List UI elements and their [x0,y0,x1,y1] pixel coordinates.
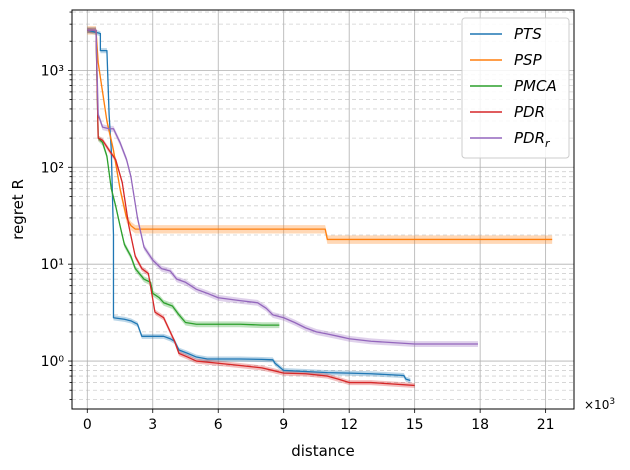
series-line-pts [87,29,411,382]
legend-items: PTS PSP PMCA PDR PDRr [470,25,557,150]
x-offset-exponent: 3 [609,397,615,407]
tick-layer: 10⁰ 10¹ 10² 10³ 0 3 6 9 12 15 18 21 [41,11,555,433]
x-axis-offset-label: ×103 [584,397,615,412]
legend-label-psp: PSP [514,51,543,69]
y-tick-label: 10⁰ [41,354,65,370]
x-tick-label: 21 [537,417,555,433]
series-line-pmca [87,29,280,326]
x-tick-label: 12 [340,417,358,433]
y-tick-label: 10¹ [41,257,64,273]
legend-box [461,17,570,159]
x-tick-label: 6 [214,417,223,433]
legend: PTS PSP PMCA PDR PDRr [461,17,570,159]
series-line-psp [87,29,553,241]
legend-label-pdr-r: PDRr [514,129,551,150]
legend-label-subscript: r [545,137,551,150]
x-tick-label: 0 [83,417,92,433]
legend-label-pts: PTS [514,25,542,43]
legend-label-pdr: PDR [514,103,545,121]
x-offset-base: ×10 [584,398,609,412]
x-tick-label: 15 [406,417,424,433]
x-tick-label: 3 [148,417,157,433]
x-tick-label: 9 [279,417,288,433]
x-tick-label: 18 [471,417,489,433]
line-layer [87,29,553,387]
series-band-pdr-r [87,27,478,348]
series-line-pdr [87,29,415,387]
x-axis-label: distance [291,442,355,460]
series-line-pdr-r [87,29,478,345]
y-axis-label: regret R [9,179,27,240]
legend-label-pmca: PMCA [514,77,557,95]
y-tick-label: 10² [41,160,64,176]
y-tick-label: 10³ [41,63,64,79]
plot-frame [71,9,575,410]
